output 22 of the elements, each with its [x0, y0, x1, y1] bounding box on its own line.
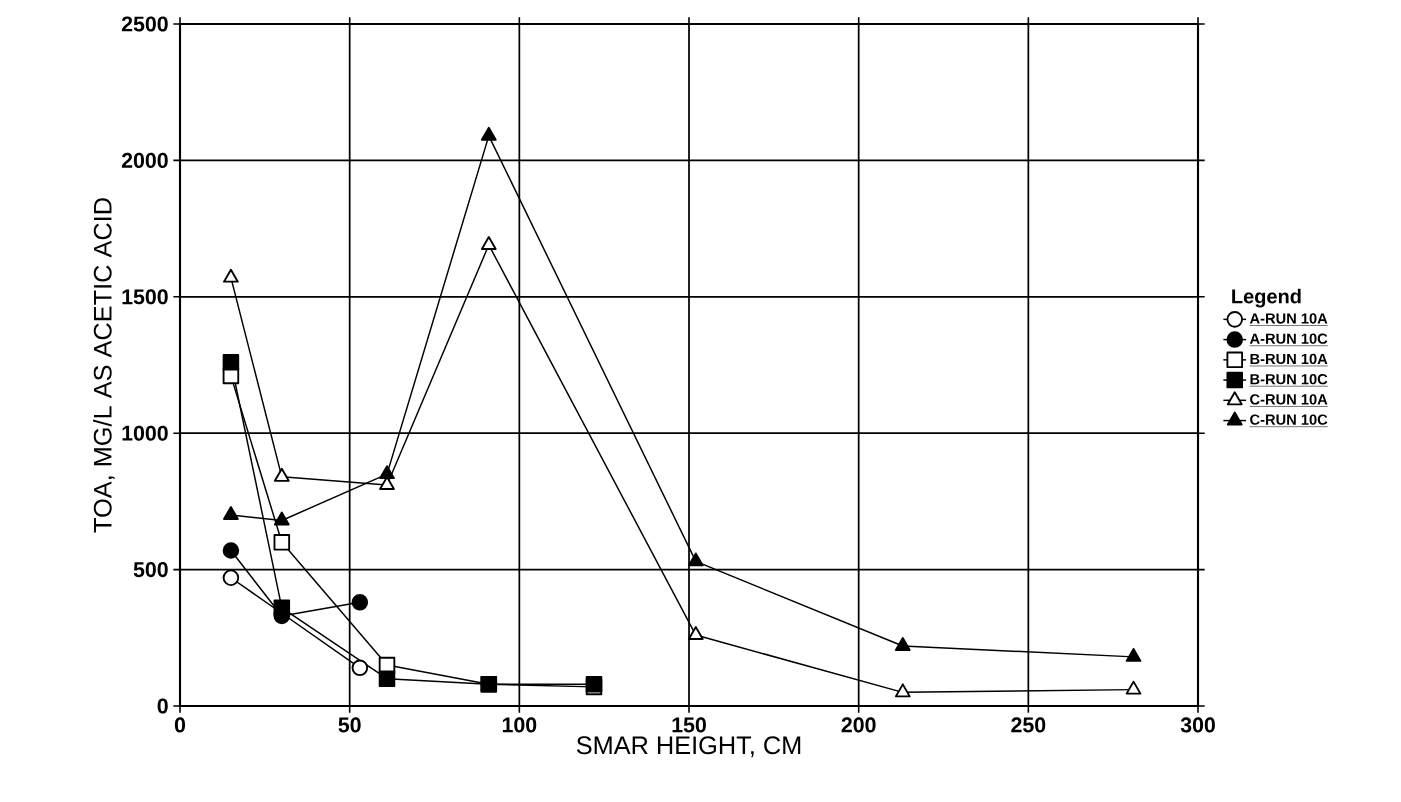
- legend-title: Legend: [1232, 288, 1301, 308]
- y-tick-label: 0: [157, 698, 168, 714]
- x-tick-label: 200: [841, 717, 876, 733]
- x-tick-label: 100: [502, 717, 537, 733]
- legend-label: C-RUN 10C: [1250, 414, 1328, 425]
- legend-label: A-RUN 10A: [1249, 313, 1328, 324]
- x-tick-label: 250: [1011, 717, 1046, 733]
- legend-label: B-RUN 10C: [1250, 373, 1328, 385]
- x-tick-label: 150: [672, 717, 706, 733]
- y-tick-label: 1500: [122, 289, 168, 305]
- x-tick-label: 50: [338, 717, 361, 733]
- legend-label: B-RUN 10A: [1250, 353, 1328, 365]
- legend-label: A-RUN 10C: [1249, 333, 1328, 344]
- x-tick-label: 300: [1180, 717, 1215, 733]
- y-axis-title: TOA, MG/L AS ACETIC ACID: [93, 198, 115, 533]
- legend-label: C-RUN 10A: [1250, 394, 1328, 405]
- y-tick-label: 2000: [121, 152, 168, 168]
- x-axis-title: SMAR HEIGHT, CM: [576, 736, 801, 758]
- y-tick-label: 1000: [122, 425, 168, 441]
- x-tick-label: 0: [174, 717, 186, 733]
- y-tick-label: 2500: [121, 16, 168, 32]
- y-tick-label: 500: [133, 562, 168, 578]
